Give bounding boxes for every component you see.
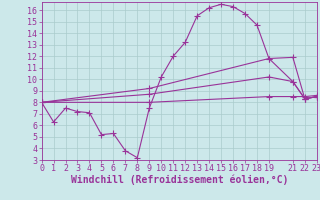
X-axis label: Windchill (Refroidissement éolien,°C): Windchill (Refroidissement éolien,°C)	[70, 175, 288, 185]
